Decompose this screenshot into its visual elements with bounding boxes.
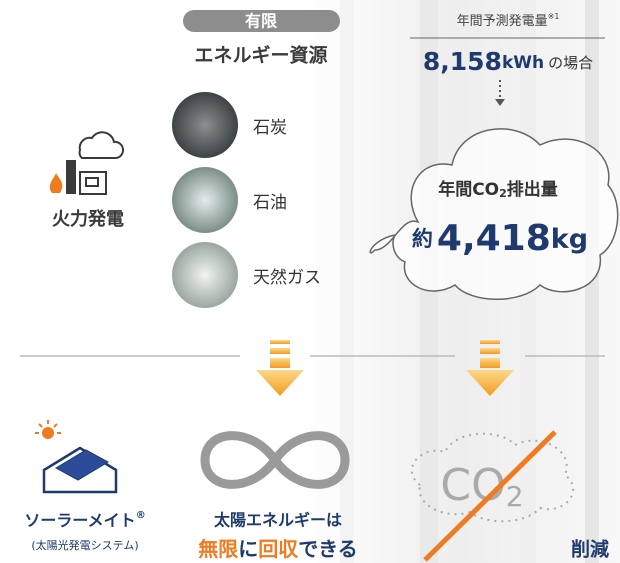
emission-label: 年間CO2排出量 bbox=[438, 179, 558, 200]
unit: kg bbox=[551, 224, 588, 255]
solar-house-icon bbox=[35, 420, 116, 492]
label-post: 排出量 bbox=[507, 179, 558, 200]
oil-photo bbox=[172, 167, 238, 233]
gas-photo bbox=[172, 242, 238, 308]
resource-label: 石油 bbox=[253, 193, 287, 213]
prefix: 約 bbox=[412, 227, 433, 251]
suffix: の場合 bbox=[548, 54, 593, 72]
label-pre: 年間CO bbox=[438, 179, 499, 200]
line2-part: に bbox=[238, 537, 258, 561]
line2-part: 無限 bbox=[198, 537, 238, 561]
infinite-line2: 無限に回収できる bbox=[198, 537, 358, 561]
unit: kWh bbox=[502, 53, 544, 73]
reduction-label: 削減 bbox=[571, 538, 609, 561]
name: ソーラーメイト bbox=[24, 511, 135, 530]
amount: 8,158 bbox=[423, 47, 502, 76]
co-sub: 2 bbox=[506, 480, 524, 513]
page: 有限 エネルギー資源 年間予測発電量※1 8,158kWhの場合 石炭 石油 天… bbox=[0, 0, 620, 563]
title: エネルギー資源 bbox=[194, 44, 327, 67]
solar-description: (太陽光発電システム) bbox=[31, 538, 138, 552]
forecast-label: 年間予測発電量※1 bbox=[457, 12, 560, 29]
factory-icon bbox=[50, 132, 123, 194]
registered: ® bbox=[136, 510, 146, 521]
resource-label: 天然ガス bbox=[253, 268, 321, 288]
co: CO bbox=[440, 460, 505, 511]
label-sub: 2 bbox=[499, 187, 507, 200]
solar-name: ソーラーメイト® bbox=[24, 510, 145, 530]
coal-photo bbox=[172, 92, 238, 158]
amount: 4,418 bbox=[437, 218, 551, 259]
resource-label: 石炭 bbox=[253, 118, 287, 138]
forecast-label-text: 年間予測発電量 bbox=[457, 14, 548, 29]
infinite-line1: 太陽エネルギーは bbox=[213, 511, 342, 530]
line2-part: 回収 bbox=[258, 537, 299, 561]
source-label: 火力発電 bbox=[52, 208, 124, 230]
infographic: 有限 エネルギー資源 年間予測発電量※1 8,158kWhの場合 石炭 石油 天… bbox=[0, 0, 620, 563]
line2-part: できる bbox=[298, 537, 358, 561]
note: ※1 bbox=[548, 12, 560, 21]
badge-text: 有限 bbox=[245, 12, 278, 31]
